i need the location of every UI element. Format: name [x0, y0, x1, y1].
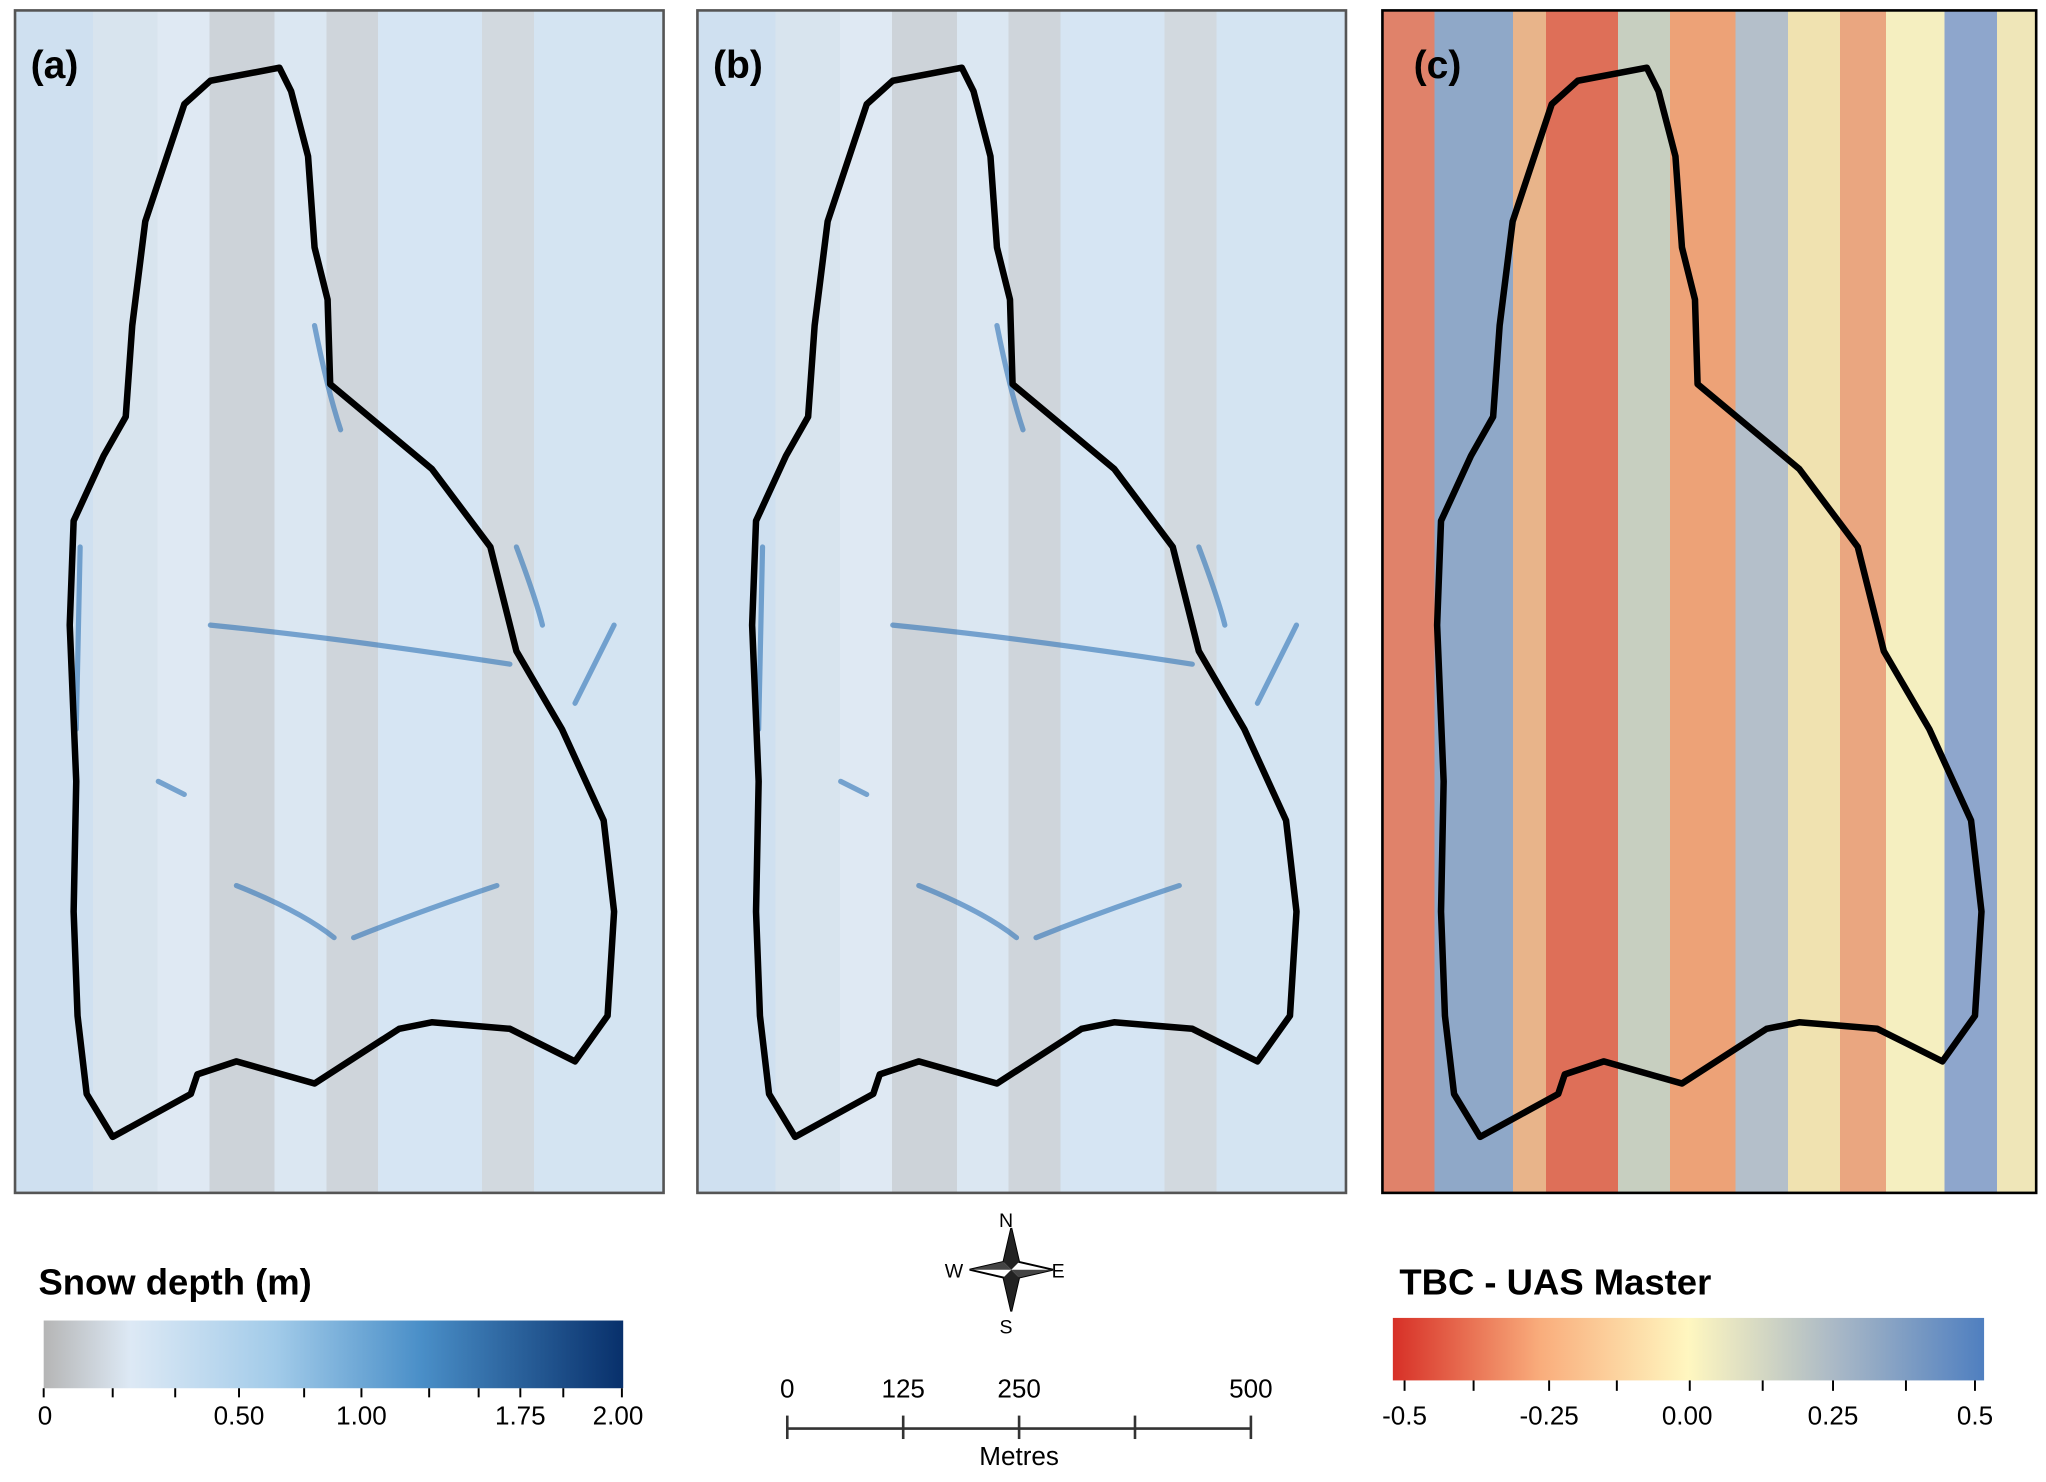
color-bar — [1392, 1317, 1985, 1381]
compass-rose-shade — [969, 1261, 1053, 1278]
color-bar-ticks — [42, 1388, 623, 1398]
tick-label: 0.5 — [1957, 1401, 1993, 1431]
tick-label: 1.00 — [336, 1401, 387, 1431]
panel-label: (a) — [31, 44, 79, 87]
tick-label: 0.25 — [1808, 1401, 1859, 1431]
compass: N W E S — [945, 1210, 1065, 1339]
scale-bar: 0 125 250 500 Metres — [780, 1373, 1273, 1471]
tick-label: -0.5 — [1382, 1401, 1427, 1431]
tick-label: 0 — [38, 1401, 52, 1431]
map-raster — [696, 9, 1348, 1195]
tick-label: 1.75 — [495, 1401, 546, 1431]
color-bar — [43, 1320, 624, 1389]
scale-label: 0 — [780, 1373, 794, 1403]
panel-label: (c) — [1414, 44, 1462, 87]
panel-b: (b) — [696, 9, 1348, 1195]
scale-bar-lines — [785, 1415, 1253, 1440]
scale-unit: Metres — [979, 1441, 1059, 1471]
tick-label: 0.50 — [214, 1401, 265, 1431]
compass-south: S — [1000, 1317, 1013, 1339]
panel-c: (c) — [1381, 9, 2038, 1195]
map-raster — [13, 9, 665, 1195]
tick-label: 2.00 — [593, 1401, 644, 1431]
panel-a: (a) — [13, 9, 665, 1195]
compass-east: E — [1052, 1261, 1065, 1283]
compass-rose-shade — [1003, 1228, 1020, 1312]
difference-legend: TBC - UAS Master -0.5 -0.25 0.00 0.25 0.… — [1382, 1261, 1993, 1430]
scale-label: 125 — [881, 1373, 924, 1403]
map-raster — [1381, 9, 2038, 1195]
scale-label: 250 — [997, 1373, 1040, 1403]
tick-label: 0.00 — [1662, 1401, 1713, 1431]
scale-label: 500 — [1229, 1373, 1272, 1403]
tick-label: -0.25 — [1519, 1401, 1578, 1431]
compass-west: W — [945, 1261, 964, 1283]
legend-title: Snow depth (m) — [38, 1261, 311, 1302]
color-bar-ticks — [1403, 1380, 1976, 1391]
legend-title: TBC - UAS Master — [1399, 1261, 1711, 1302]
snow-depth-legend: Snow depth (m) 0 0.50 1.00 1.75 2.00 — [38, 1261, 644, 1430]
compass-north: N — [999, 1210, 1013, 1232]
panel-label: (b) — [713, 44, 763, 87]
